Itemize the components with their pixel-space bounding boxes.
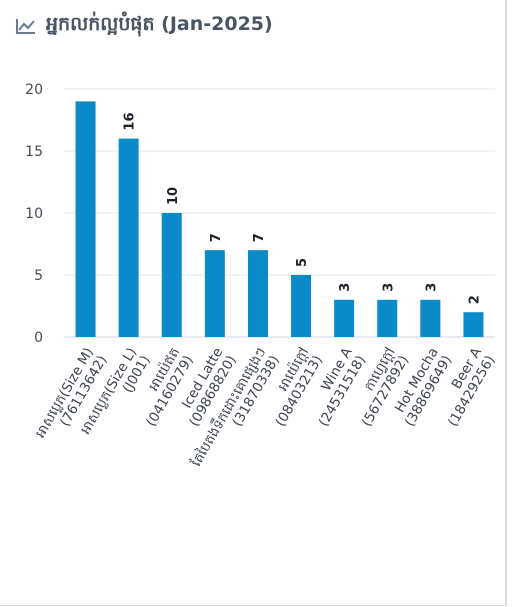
bar [161,213,182,337]
line-chart-icon [16,18,36,34]
data-label: 16 [123,113,138,131]
data-label: 2 [467,295,482,304]
bar [75,101,96,338]
y-tick-label: 10 [25,206,43,222]
data-label: 5 [295,258,310,267]
data-label: 10 [166,187,181,205]
data-label: 3 [381,283,396,292]
bar [463,312,484,337]
y-tick-label: 20 [25,82,43,98]
bar [420,299,441,337]
bar [377,299,398,337]
card-header: អ្នកលក់ល្អបំផុត (Jan-2025) [16,12,273,40]
data-label: 3 [338,283,353,292]
bar [334,299,355,337]
data-label: 7 [209,233,224,242]
y-tick-label: 0 [34,330,43,346]
bar [204,250,225,337]
bar [291,275,312,337]
bar [118,138,139,337]
y-tick-label: 15 [25,144,43,160]
chart-title: អ្នកលក់ល្អបំផុត (Jan-2025) [46,13,273,35]
data-label: 3 [424,283,439,292]
top-sellers-card: អ្នកលក់ល្អបំផុត (Jan-2025) 0 5 10 15 20 អាសប្… [0,0,507,606]
data-label: 7 [252,233,267,242]
y-tick-label: 5 [34,268,43,284]
bar [247,250,268,337]
